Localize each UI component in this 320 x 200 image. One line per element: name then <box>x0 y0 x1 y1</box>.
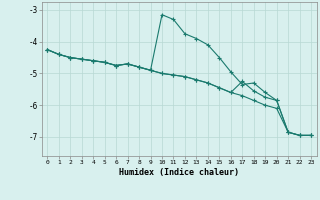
X-axis label: Humidex (Indice chaleur): Humidex (Indice chaleur) <box>119 168 239 177</box>
